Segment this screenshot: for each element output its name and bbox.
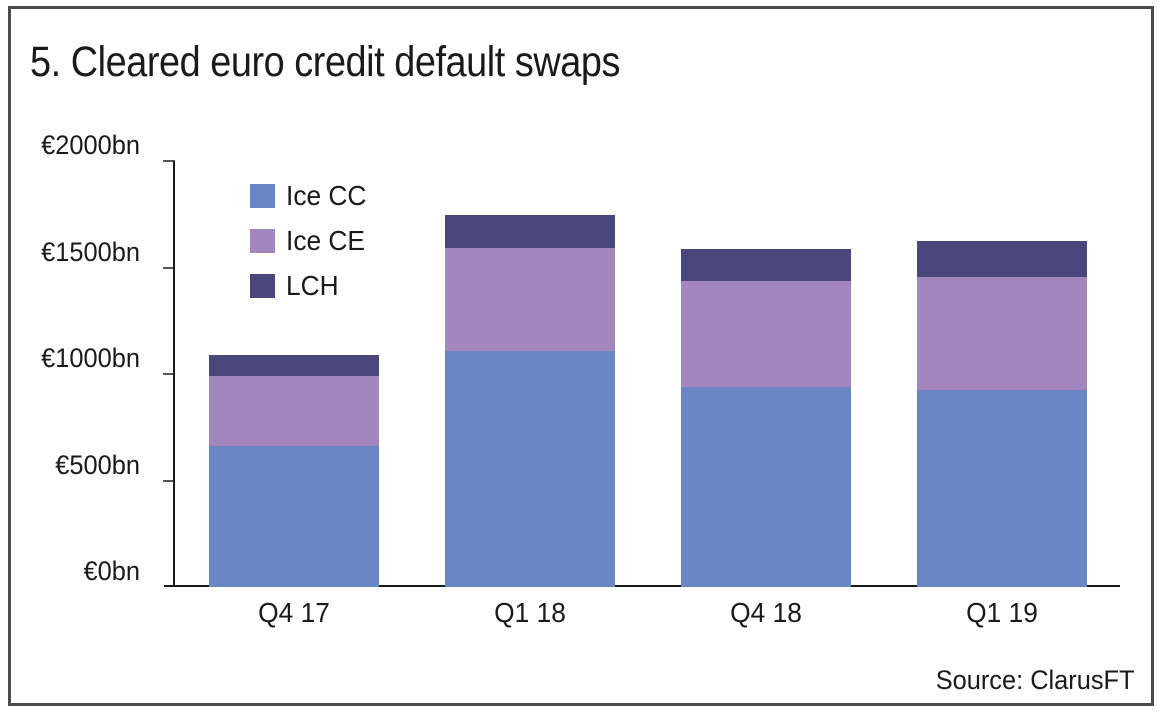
bar-segment-ice-ce [681, 281, 851, 387]
x-tick-label: Q1 18 [494, 597, 566, 628]
bar-segment-lch [445, 215, 615, 248]
bar-segment-lch [917, 241, 1087, 277]
y-axis-tick [163, 480, 175, 482]
legend-label: Ice CC [286, 180, 367, 211]
source-label: Source: ClarusFT [936, 665, 1135, 695]
bar-segment-lch [209, 355, 379, 376]
bar-q1-19 [917, 241, 1087, 587]
legend-label: LCH [286, 270, 339, 301]
y-tick-label: €1000bn [41, 343, 140, 373]
y-axis-line [173, 161, 175, 587]
legend-swatch-ice-cc [250, 184, 275, 208]
bar-segment-ice-cc [445, 351, 615, 587]
y-axis-tick [163, 160, 175, 162]
bar-segment-ice-ce [917, 277, 1087, 390]
legend-item-ice-ce: Ice CE [250, 227, 372, 255]
x-tick-label: Q4 17 [258, 597, 330, 628]
x-tick-label: Q1 19 [966, 597, 1038, 628]
bar-segment-ice-cc [209, 446, 379, 587]
y-tick-label: €1500bn [41, 237, 140, 267]
legend-item-lch: LCH [250, 272, 372, 300]
x-axis-line [164, 585, 1120, 587]
y-tick-label: €500bn [55, 450, 140, 480]
bar-q1-18 [445, 215, 615, 587]
bar-segment-ice-cc [917, 390, 1087, 587]
legend-label: Ice CE [286, 225, 365, 256]
legend-swatch-lch [250, 274, 275, 298]
legend: Ice CC Ice CE LCH [250, 182, 372, 317]
bar-q4-18 [681, 249, 851, 587]
chart-title: 5. Cleared euro credit default swaps [30, 38, 620, 86]
bar-segment-ice-ce [209, 376, 379, 446]
x-tick-label: Q4 18 [730, 597, 802, 628]
y-tick-label: €0bn [83, 556, 140, 586]
y-axis-tick [163, 267, 175, 269]
legend-item-ice-cc: Ice CC [250, 182, 372, 210]
bar-q4-17 [209, 355, 379, 587]
bar-segment-lch [681, 249, 851, 281]
y-tick-label: €2000bn [41, 130, 140, 160]
legend-swatch-ice-ce [250, 229, 275, 253]
bar-segment-ice-cc [681, 387, 851, 587]
bar-segment-ice-ce [445, 248, 615, 351]
y-axis-tick [163, 373, 175, 375]
